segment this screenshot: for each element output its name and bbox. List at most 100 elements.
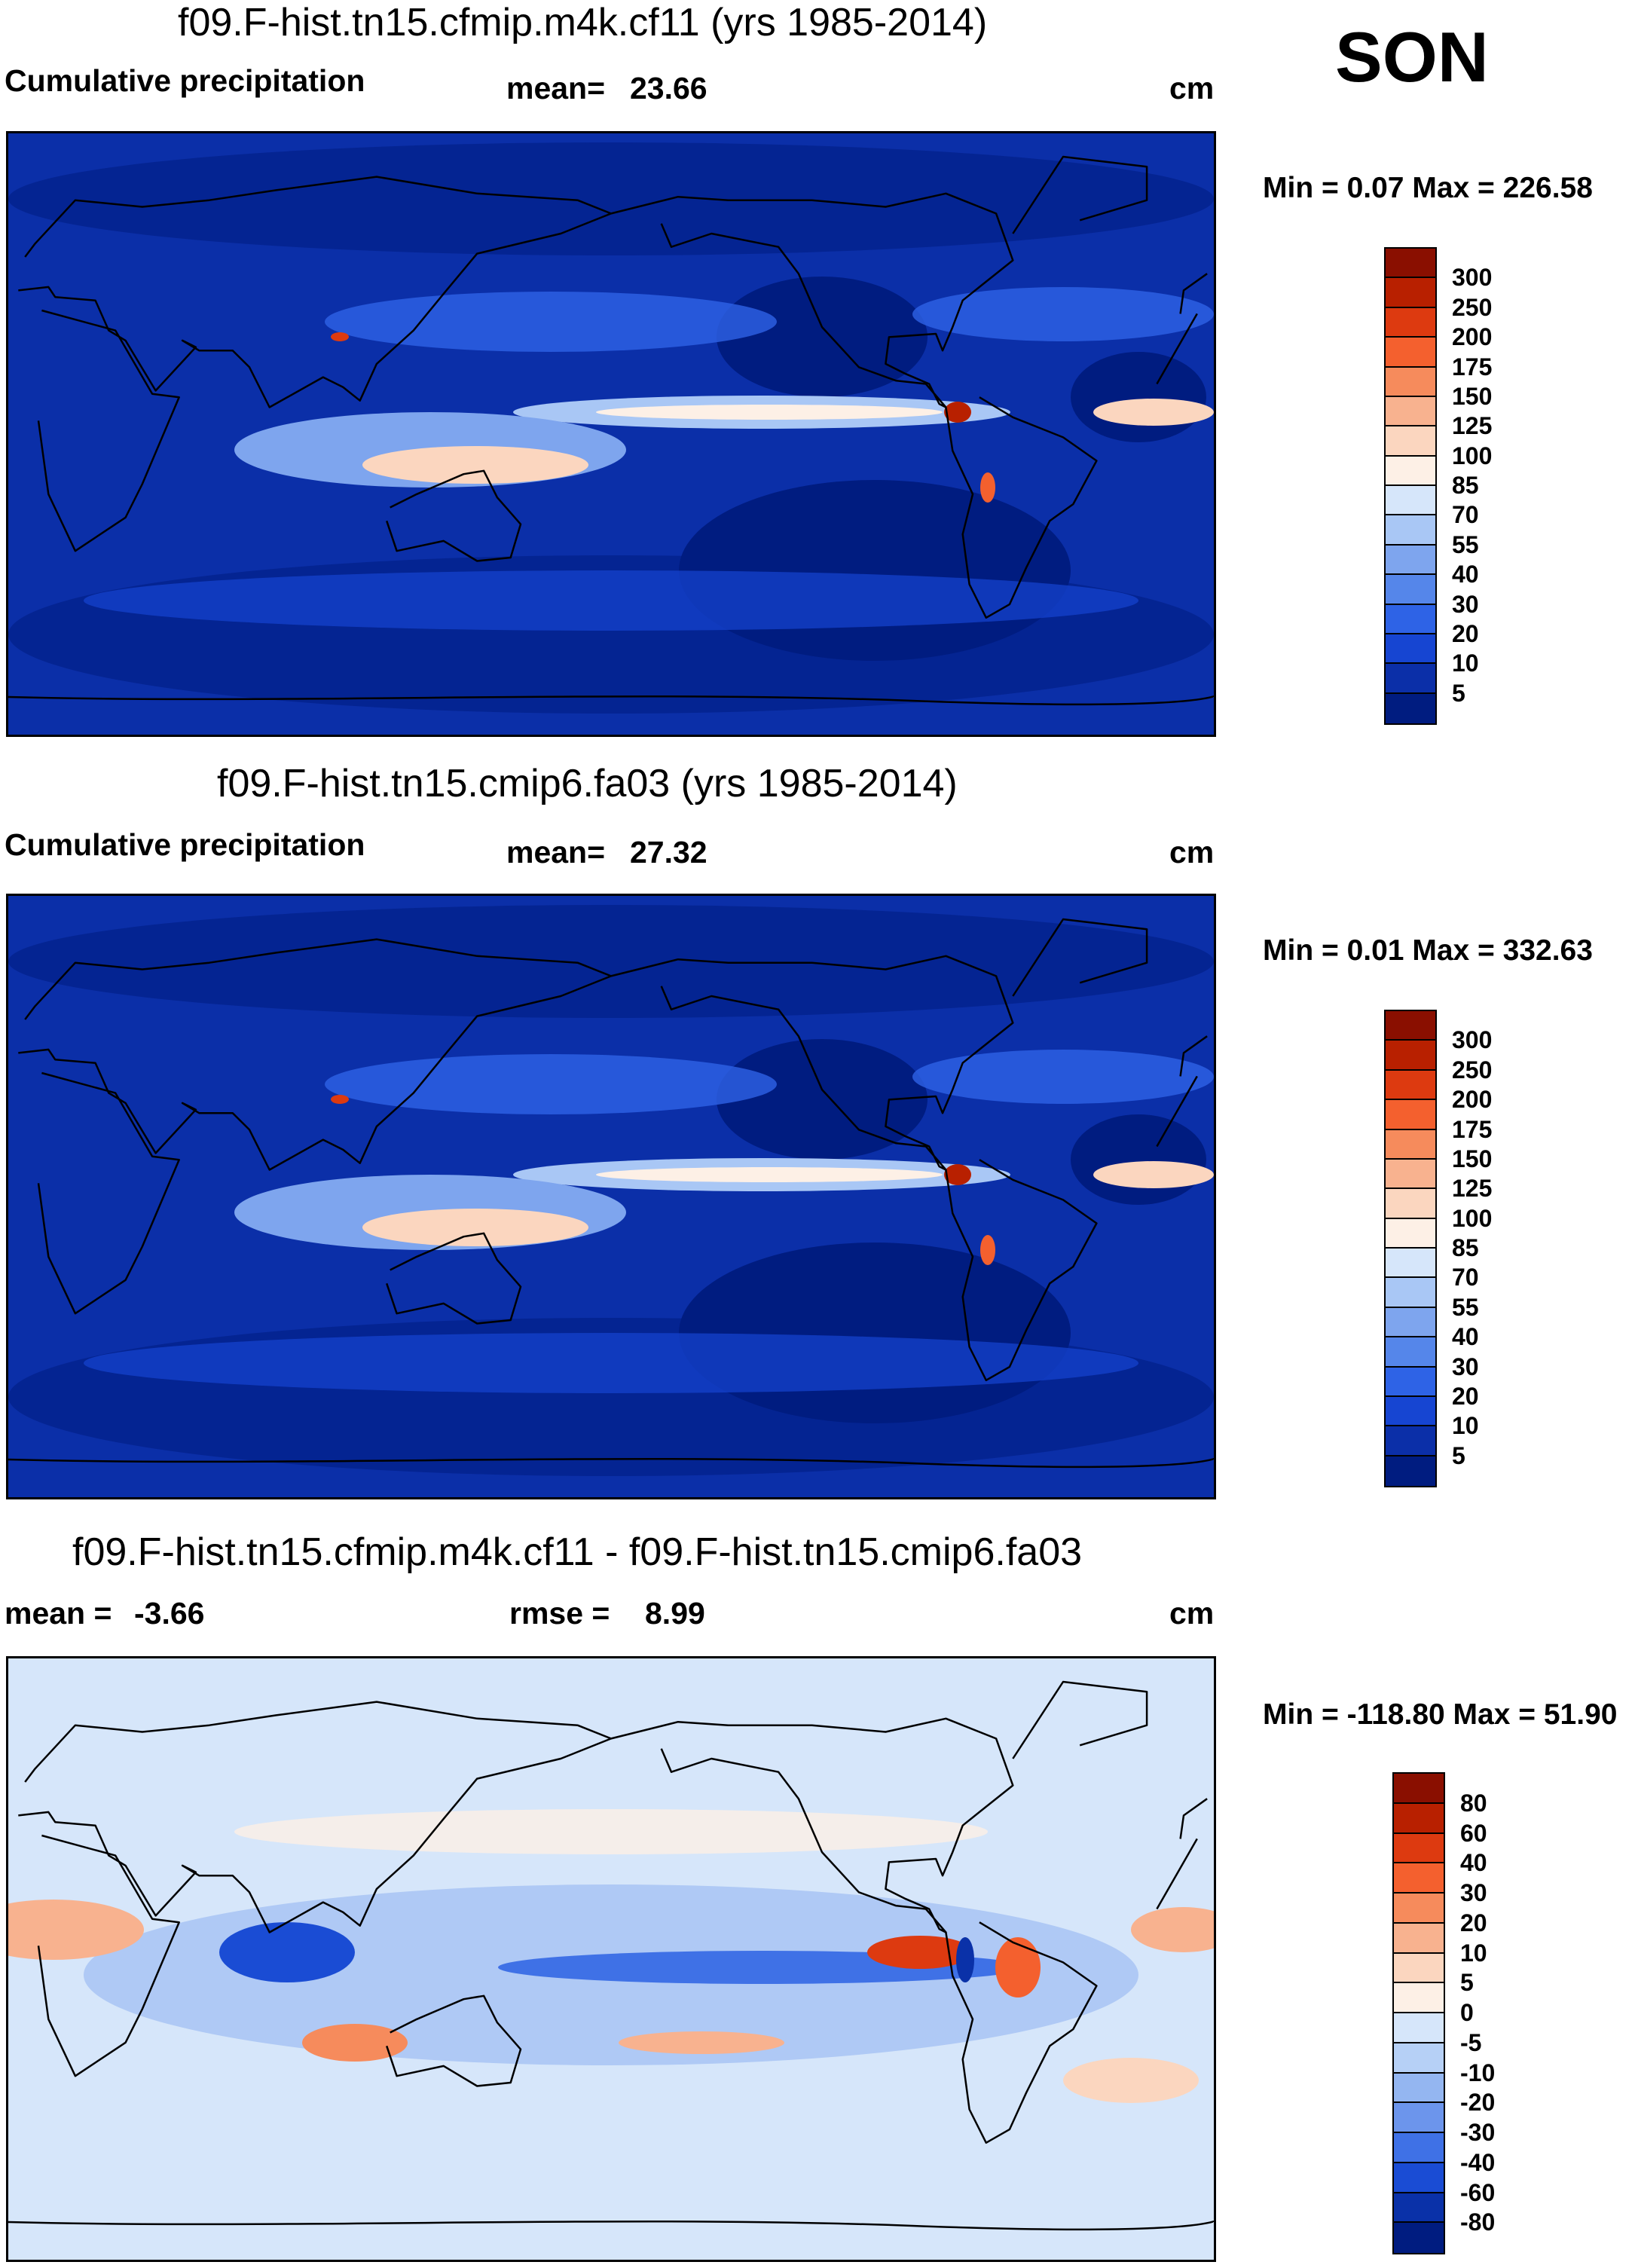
colorbar-tick-label: 125 [1452, 1175, 1493, 1203]
colorbar-tick-label: 10 [1460, 1939, 1487, 1967]
colorbar-swatch [1394, 2073, 1444, 2104]
colorbar-swatch [1394, 2193, 1444, 2224]
colorbar-swatch [1386, 1396, 1435, 1427]
colorbar-swatch [1394, 2223, 1444, 2253]
antarctica-coastline [8, 2220, 1214, 2231]
map-field [8, 1658, 1214, 2260]
panel-1-left-label: Cumulative precipitation [5, 63, 365, 98]
coastline [1012, 918, 1148, 997]
colorbar-swatch [1394, 2103, 1444, 2133]
colorbar-tick-label: 300 [1452, 1026, 1493, 1054]
colorbar-tick-label: -10 [1460, 2059, 1496, 2086]
colorbar-tick-label: 55 [1452, 530, 1479, 558]
season-label: SON [1335, 17, 1489, 96]
colorbar-tick-label: 150 [1452, 382, 1493, 410]
colorbar-swatch [1386, 367, 1435, 397]
coastline [18, 1701, 1208, 1933]
colorbar-swatch [1386, 1011, 1435, 1041]
colorbar-swatch [1386, 249, 1435, 279]
colorbar-swatch [1386, 545, 1435, 576]
colorbar-tick-label: 30 [1460, 1879, 1487, 1906]
colorbar-swatch [1386, 515, 1435, 546]
panel-3-map [6, 1656, 1216, 2262]
coastline [945, 396, 1098, 619]
colorbar-swatch [1386, 1278, 1435, 1308]
colorbar-tick-label: 20 [1460, 1909, 1487, 1936]
colorbar-swatch [1386, 1337, 1435, 1368]
panel-2-title: f09.F-hist.tn15.cmip6.fa03 (yrs 1985-201… [217, 762, 958, 805]
colorbar-swatch [1394, 1923, 1444, 1954]
colorbar-tick-label: 70 [1452, 1264, 1479, 1291]
coastline [386, 1994, 522, 2087]
colorbar-swatch [1386, 1249, 1435, 1279]
colorbar-swatch [1394, 2163, 1444, 2193]
colorbar-swatch [1394, 1803, 1444, 1834]
colorbar-tick-label: 5 [1452, 1441, 1465, 1469]
colorbar-tick-label: 60 [1460, 1819, 1487, 1847]
colorbar-tick-label: 100 [1452, 1204, 1493, 1232]
colorbar-tick-label: 175 [1452, 353, 1493, 381]
colorbar-tick-label: 30 [1452, 590, 1479, 618]
panel-1-units: cm [1169, 71, 1215, 105]
colorbar-tick-label: 20 [1452, 1382, 1479, 1410]
colorbar-tick-label: 5 [1452, 679, 1465, 707]
colorbar-tick-label: 250 [1452, 293, 1493, 321]
colorbar-tick-label: 20 [1452, 619, 1479, 647]
colorbar-swatch [1386, 1041, 1435, 1071]
colorbar-swatch [1386, 1159, 1435, 1190]
colorbar-tick-label: 55 [1452, 1293, 1479, 1321]
colorbar-swatch [1394, 1774, 1444, 1804]
panel-1-stat1-value: 23.66 [630, 71, 707, 105]
colorbar-swatch [1386, 338, 1435, 368]
colorbar-swatch [1394, 1833, 1444, 1864]
colorbar-swatch [1386, 1129, 1435, 1160]
colorbar-tick-label: 40 [1460, 1849, 1487, 1877]
colorbar-swatch [1386, 1307, 1435, 1338]
colorbar-swatch [1386, 456, 1435, 486]
coastline [1012, 155, 1148, 234]
colorbar-tick-label: 0 [1460, 1999, 1474, 2026]
coastline [37, 1071, 1198, 1315]
coastline [37, 1834, 1198, 2077]
colorbar-swatch [1386, 634, 1435, 665]
coastline [610, 192, 1014, 408]
panel-2-colorbar [1384, 1010, 1437, 1487]
coastline [386, 469, 522, 562]
colorbar-swatch [1394, 1894, 1444, 1924]
colorbar-swatch [1386, 693, 1435, 723]
panel-1-title: f09.F-hist.tn15.cfmip.m4k.cf11 (yrs 1985… [178, 1, 988, 44]
panel-3-minmax: Min = -118.80 Max = 51.90 [1263, 1698, 1618, 1731]
colorbar-swatch [1386, 1218, 1435, 1249]
colorbar-tick-label: 40 [1452, 561, 1479, 588]
colorbar-swatch [1386, 278, 1435, 308]
colorbar-tick-label: -40 [1460, 2148, 1496, 2176]
colorbar-tick-label: 30 [1452, 1353, 1479, 1380]
colorbar-tick-label: 10 [1452, 1412, 1479, 1440]
colorbar-swatch [1386, 1189, 1435, 1219]
panel-1-stat1-label: mean= [506, 71, 606, 105]
antarctica-coastline [8, 695, 1214, 706]
colorbar-swatch [1386, 1100, 1435, 1130]
panel-3-stat1-label: mean = [5, 1596, 112, 1631]
colorbar-tick-label: -30 [1460, 2119, 1496, 2146]
panel-3-units: cm [1169, 1596, 1215, 1631]
panel-1-minmax: Min = 0.07 Max = 226.58 [1263, 172, 1593, 204]
colorbar-swatch [1386, 426, 1435, 457]
coastline [1012, 1680, 1148, 1759]
colorbar-swatch [1394, 1863, 1444, 1894]
panel-2-map [6, 894, 1216, 1499]
colorbar-tick-label: 5 [1460, 1969, 1474, 1997]
colorbar-tick-label: 200 [1452, 323, 1493, 351]
map-field [8, 133, 1214, 735]
colorbar-swatch [1386, 396, 1435, 427]
colorbar-swatch [1394, 2043, 1444, 2074]
panel-1-colorbar [1384, 247, 1437, 725]
panel-1-map [6, 131, 1216, 737]
coastline [386, 1232, 522, 1325]
coastline [18, 938, 1208, 1171]
panel-2-stat1-value: 27.32 [630, 835, 707, 870]
colorbar-tick-label: 10 [1452, 650, 1479, 677]
colorbar-swatch [1386, 664, 1435, 694]
colorbar-tick-label: 80 [1460, 1789, 1487, 1817]
antarctica-coastline [8, 1457, 1214, 1469]
